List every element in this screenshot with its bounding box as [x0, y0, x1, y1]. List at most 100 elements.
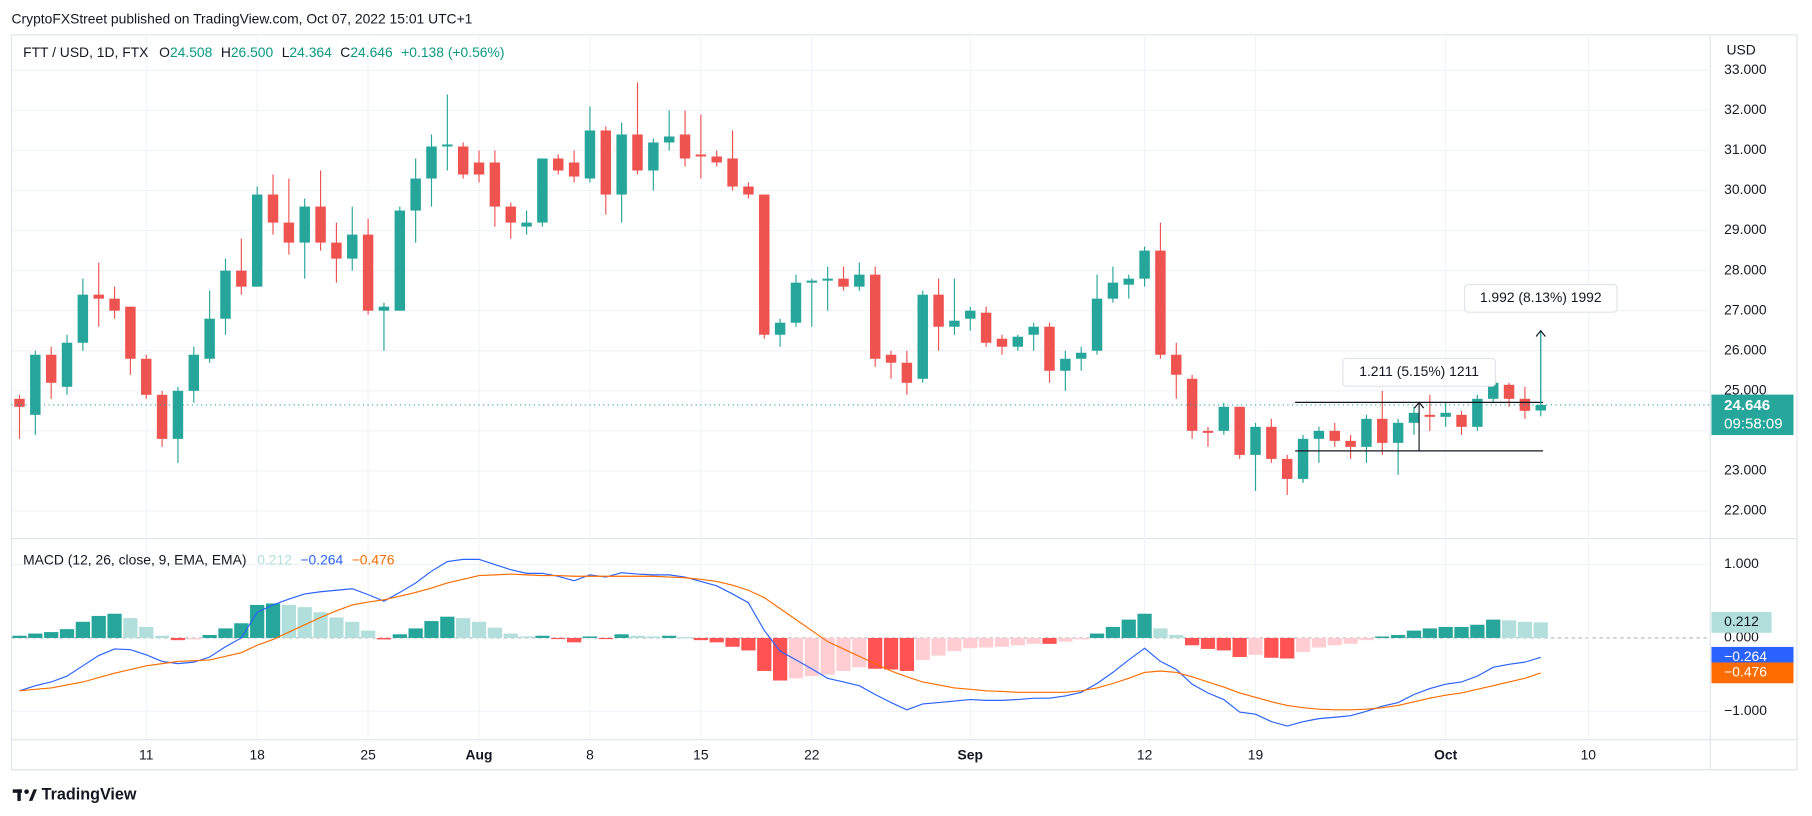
measure-label-box — [1463, 283, 1618, 313]
histogram-bar — [772, 637, 788, 681]
last-price-box — [1711, 394, 1794, 436]
histogram-bar — [1184, 637, 1200, 646]
logo-part — [12, 789, 22, 793]
histogram-bar — [1042, 637, 1057, 644]
candle-body — [505, 206, 516, 223]
x-tick-label: Aug — [466, 746, 493, 762]
candle-body — [1155, 250, 1166, 355]
candle-body — [1044, 326, 1055, 371]
logo-part — [28, 789, 37, 801]
y-tick-label: 28.000 — [1724, 261, 1767, 277]
histogram-bar — [1486, 619, 1501, 638]
ohlc-key: L — [282, 44, 290, 60]
histogram-bar — [788, 637, 804, 679]
candle-body — [1075, 352, 1087, 359]
histogram-bar — [646, 636, 661, 638]
histogram-bar — [582, 636, 598, 638]
histogram-bar — [28, 633, 43, 638]
histogram-bar — [376, 637, 392, 640]
candle-body — [1503, 384, 1515, 399]
candle-body — [1234, 406, 1245, 455]
histogram-bar — [963, 637, 978, 649]
candle-body — [347, 234, 358, 259]
histogram-bar — [1153, 628, 1168, 638]
candle-body — [1487, 382, 1499, 399]
candle-body — [1408, 412, 1420, 423]
x-tick-label: 8 — [586, 746, 594, 762]
axis-value-box — [1711, 611, 1772, 633]
histogram-bar — [947, 637, 962, 652]
candle-body — [917, 294, 928, 379]
candle-body — [204, 318, 215, 359]
candle-body — [901, 362, 913, 383]
candle-body — [251, 194, 263, 287]
candle-body — [584, 130, 596, 179]
candle-body — [869, 274, 881, 359]
hist-last: 0.212 — [257, 551, 292, 567]
histogram-bar — [677, 637, 693, 639]
histogram-bar — [59, 629, 75, 638]
candle-body — [172, 390, 184, 439]
histogram-bar — [1248, 637, 1263, 655]
candle-body — [378, 306, 390, 311]
candle-body — [1060, 358, 1071, 371]
histogram-bar — [883, 637, 899, 670]
candle-body — [1329, 430, 1340, 441]
histogram-bar — [519, 636, 534, 638]
histogram-bar — [1216, 637, 1231, 651]
histogram-bar — [329, 617, 344, 638]
candle-body — [1297, 438, 1309, 479]
candle-body — [663, 136, 675, 143]
candle-body — [331, 242, 342, 259]
candle-body — [299, 206, 310, 243]
axis-value-label: −0.264 — [1724, 648, 1767, 664]
candle-body — [61, 342, 73, 387]
histogram-bar — [1422, 628, 1437, 638]
candle-body — [1139, 250, 1150, 279]
histogram-bar — [1010, 637, 1025, 646]
histogram-bar — [392, 634, 407, 638]
histogram-bar — [1105, 626, 1121, 638]
ohlc-value: 26.500 — [231, 44, 274, 60]
y-tick-label: 33.000 — [1724, 61, 1767, 77]
y-tick-label: 32.000 — [1724, 101, 1767, 117]
histogram-bar — [978, 637, 994, 648]
candle-body — [933, 294, 944, 327]
candle-body — [457, 146, 469, 175]
ohlc-key: C — [340, 44, 350, 60]
candle-body — [679, 134, 691, 159]
candle-body — [568, 162, 580, 177]
candle-body — [695, 154, 707, 157]
candle-body — [521, 222, 532, 227]
candle-body — [1202, 430, 1214, 433]
histogram-bar — [868, 637, 883, 669]
histogram-bar — [234, 623, 249, 638]
histogram-bar — [139, 626, 154, 638]
x-tick-label: 11 — [139, 746, 154, 762]
histogram-bar — [265, 603, 281, 638]
histogram-bar — [931, 637, 946, 656]
histogram-bar — [202, 635, 217, 638]
histogram-bar — [1327, 637, 1342, 646]
histogram-bar — [1311, 637, 1327, 648]
histogram-bar — [804, 637, 819, 677]
candle-body — [553, 158, 564, 171]
x-tick-label: 12 — [1137, 746, 1153, 762]
histogram-bar — [551, 637, 566, 640]
histogram-bar — [154, 635, 170, 638]
candle-body — [77, 294, 89, 343]
indicator-line — [19, 558, 1541, 727]
last-price-label: 24.646 — [1724, 397, 1770, 414]
histogram-bar — [1470, 624, 1485, 638]
histogram-bar — [1533, 622, 1548, 638]
price-unit: USD — [1726, 42, 1755, 58]
candle-body — [315, 206, 326, 243]
histogram-bar — [440, 616, 455, 638]
candle-body — [949, 320, 960, 327]
candle-body — [410, 178, 421, 211]
histogram-bar — [709, 637, 724, 643]
candle-body — [1424, 414, 1436, 417]
histogram-bar — [535, 635, 550, 638]
brand-logo: TradingView — [12, 785, 137, 803]
